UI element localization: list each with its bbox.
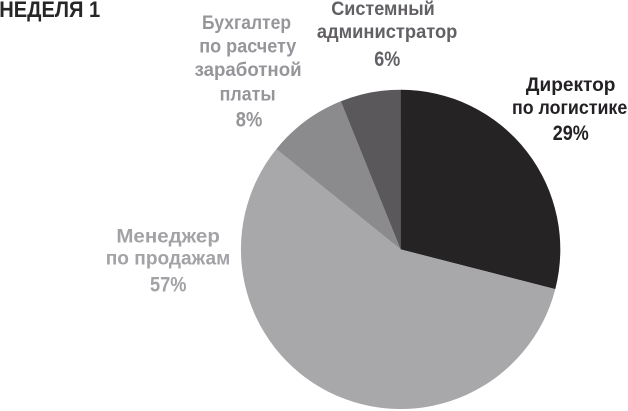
svg-text:6%: 6%: [374, 48, 400, 71]
svg-text:Бухгалтер: Бухгалтер: [202, 13, 291, 34]
svg-text:8%: 8%: [236, 108, 263, 131]
svg-text:57%: 57%: [150, 274, 187, 297]
svg-text:по расчету: по расчету: [199, 36, 296, 57]
svg-text:Менеджер: Менеджер: [116, 227, 220, 248]
svg-text:29%: 29%: [553, 122, 589, 145]
svg-text:платы: платы: [220, 84, 276, 105]
svg-text:Директор: Директор: [526, 75, 616, 96]
svg-text:заработной: заработной: [195, 60, 302, 81]
svg-text:Системный: Системный: [331, 0, 435, 20]
svg-text:администратор: администратор: [317, 22, 458, 43]
svg-text:по продажам: по продажам: [106, 249, 231, 270]
svg-text:НЕДЕЛЯ 1: НЕДЕЛЯ 1: [0, 0, 100, 22]
svg-text:по логистике: по логистике: [512, 98, 627, 119]
